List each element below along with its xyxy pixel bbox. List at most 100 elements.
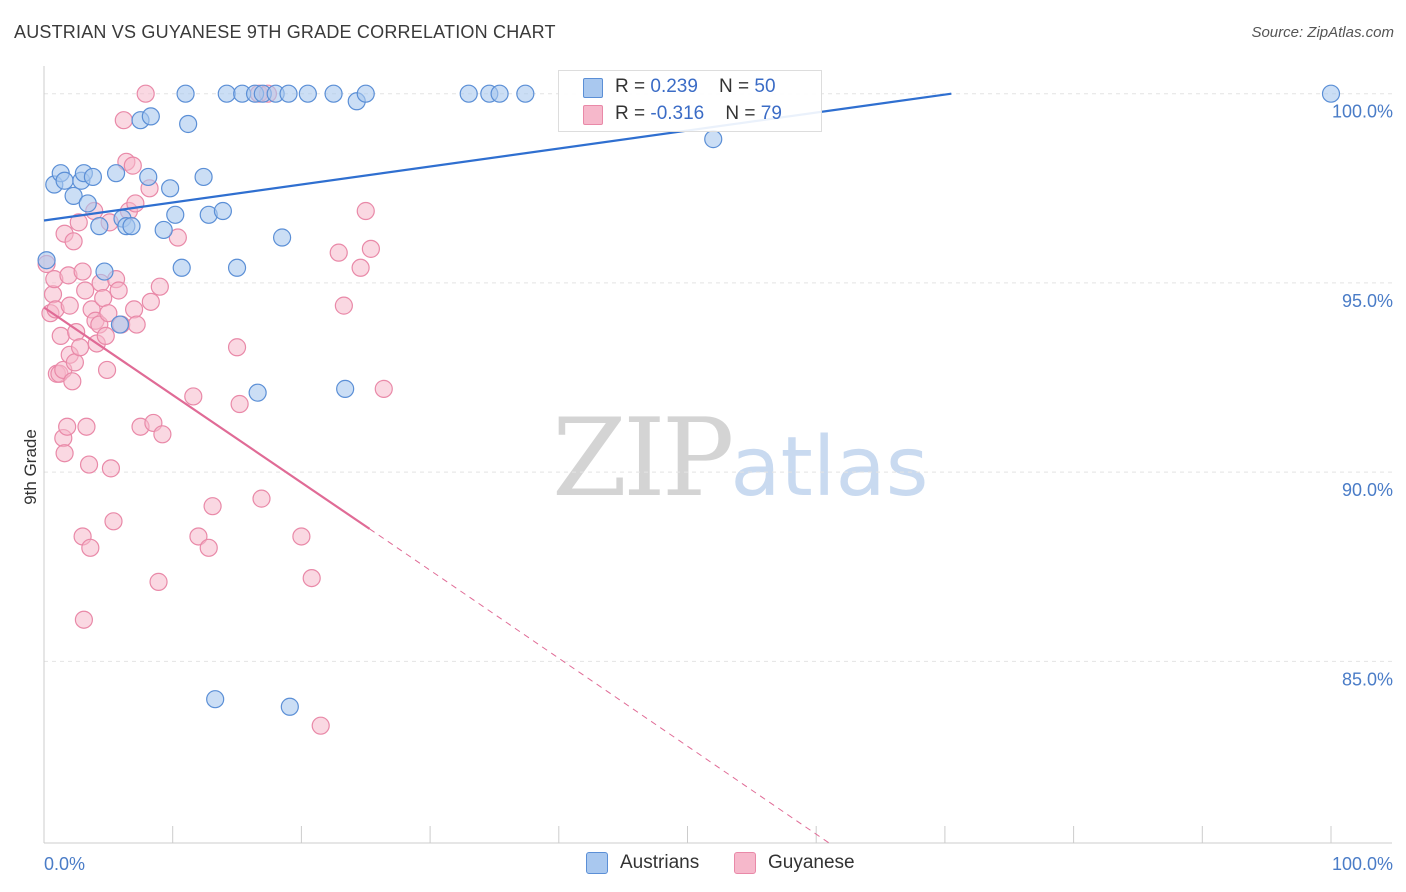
- guyanese-point: [124, 300, 144, 319]
- guyanese-trend-line: [369, 528, 830, 844]
- guyanese-point: [329, 243, 348, 262]
- legend-n-label: N =: [719, 76, 755, 97]
- austrians-point: [279, 84, 298, 103]
- guyanese-point: [168, 228, 187, 247]
- austrians-point: [213, 201, 232, 221]
- guyanese-point: [101, 459, 121, 478]
- guyanese-point: [351, 258, 370, 277]
- guyanese-point: [74, 610, 93, 629]
- guyanese-point: [334, 296, 353, 315]
- correlation-legend: R = 0.239 N = 50 R = -0.316 N = 79: [558, 70, 822, 132]
- austrians-point: [95, 262, 114, 281]
- legend-n-value: 50: [754, 76, 776, 97]
- legend-row-guyanese: R = -0.316 N = 79: [583, 101, 782, 127]
- watermark-atlas: atlas: [730, 420, 929, 515]
- guyanese-point: [58, 417, 77, 436]
- guyanese-point: [109, 281, 128, 300]
- guyanese-point: [65, 353, 84, 372]
- austrians-point: [78, 194, 97, 213]
- series-label-guyanese: Guyanese: [768, 852, 855, 873]
- legend-swatch-austrians: [583, 78, 603, 98]
- guyanese-point: [252, 489, 271, 508]
- guyanese-point: [79, 455, 99, 474]
- guyanese-point: [96, 326, 115, 346]
- series-legend-austrians[interactable]: Austrians: [586, 852, 699, 874]
- austrians-point: [83, 167, 103, 187]
- austrians-point: [172, 258, 191, 277]
- series-label-austrians: Austrians: [620, 852, 700, 873]
- legend-r-value: -0.316: [650, 103, 705, 124]
- guyanese-point: [123, 156, 142, 175]
- guyanese-point: [230, 394, 249, 414]
- austrians-point: [106, 164, 126, 183]
- axis-layer: [43, 66, 1392, 844]
- austrians-point: [1321, 84, 1341, 103]
- guyanese-point: [99, 304, 118, 323]
- guyanese-point: [60, 296, 79, 315]
- series-legend: Austrians Guyanese: [0, 852, 1406, 878]
- austrians-point: [176, 84, 195, 103]
- guyanese-point: [189, 527, 208, 546]
- legend-swatch-guyanese: [583, 105, 603, 125]
- guyanese-point: [43, 285, 63, 304]
- trend-lines: [43, 92, 952, 844]
- y-tick-label: 100.0%: [1332, 102, 1393, 122]
- guyanese-point: [150, 277, 169, 296]
- guyanese-trend-line: [43, 306, 371, 530]
- guyanese-point: [374, 379, 393, 398]
- guyanese-point: [94, 288, 113, 308]
- austrians-point: [161, 179, 180, 198]
- austrians-point: [166, 205, 185, 224]
- austrians-point: [217, 84, 236, 103]
- series-swatch-austrians: [586, 852, 608, 874]
- austrians-point: [227, 258, 247, 277]
- series-swatch-guyanese: [734, 852, 756, 874]
- austrians-points: [37, 84, 1341, 716]
- austrians-point: [704, 130, 723, 149]
- austrians-point: [139, 167, 158, 187]
- guyanese-point: [153, 425, 172, 444]
- y-tick-label: 95.0%: [1342, 291, 1393, 311]
- austrians-point: [110, 315, 130, 334]
- guyanese-point: [63, 372, 82, 391]
- guyanese-point: [114, 111, 133, 130]
- guyanese-point: [361, 239, 380, 258]
- guyanese-point: [104, 512, 123, 531]
- guyanese-point: [69, 213, 88, 232]
- austrians-point: [248, 383, 267, 402]
- guyanese-point: [77, 417, 96, 436]
- guyanese-point: [141, 292, 160, 311]
- series-legend-guyanese[interactable]: Guyanese: [734, 852, 855, 874]
- guyanese-point: [81, 538, 100, 557]
- legend-row-austrians: R = 0.239 N = 50: [583, 74, 776, 100]
- austrians-point: [336, 379, 355, 398]
- grid-layer: [44, 93, 1392, 662]
- legend-n-label: N =: [725, 103, 761, 124]
- guyanese-point: [76, 281, 95, 300]
- tick-labels: 100.0% 95.0% 90.0% 85.0% 0.0% 100.0% 9th Grade: [21, 102, 1393, 874]
- austrians-point: [64, 186, 83, 205]
- guyanese-point: [149, 572, 168, 591]
- y-tick-label: 90.0%: [1342, 480, 1393, 500]
- y-axis-title: 9th Grade: [21, 429, 40, 505]
- austrians-point: [459, 84, 478, 103]
- austrians-point: [90, 217, 109, 236]
- guyanese-point: [311, 716, 330, 735]
- legend-r-label: R =: [615, 103, 651, 124]
- guyanese-point: [127, 315, 146, 334]
- guyanese-point: [97, 360, 117, 380]
- guyanese-point: [64, 232, 83, 251]
- x-tick-label: 0.0%: [44, 854, 85, 874]
- austrians-point: [206, 690, 225, 709]
- x-tick-label: 100.0%: [1332, 854, 1393, 874]
- guyanese-point: [203, 497, 222, 516]
- source-label: Source: ZipAtlas.com: [1251, 24, 1394, 41]
- guyanese-point: [184, 387, 203, 406]
- austrians-point: [490, 84, 509, 103]
- y-tick-label: 85.0%: [1342, 669, 1393, 689]
- guyanese-point: [51, 326, 70, 346]
- guyanese-point: [73, 262, 92, 281]
- watermark-zip: ZIP: [552, 396, 734, 521]
- austrians-point: [356, 84, 375, 103]
